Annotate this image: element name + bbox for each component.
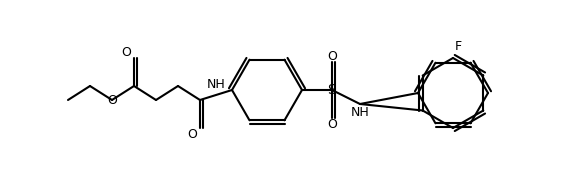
Text: S: S — [328, 83, 336, 97]
Text: NH: NH — [207, 78, 225, 90]
Text: F: F — [454, 40, 461, 52]
Text: O: O — [327, 117, 337, 131]
Text: O: O — [327, 50, 337, 62]
Text: O: O — [187, 127, 197, 141]
Text: NH: NH — [350, 105, 370, 119]
Text: O: O — [107, 94, 117, 106]
Text: O: O — [121, 46, 131, 58]
